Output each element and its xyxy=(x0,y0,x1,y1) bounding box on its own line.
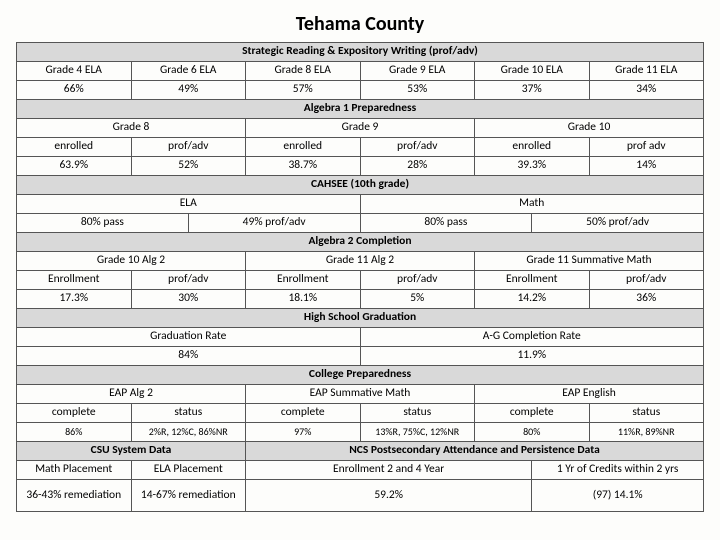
col-header: Grade 9 xyxy=(246,119,475,138)
cell: 39.3% xyxy=(475,157,590,176)
sub-header: prof adv xyxy=(589,138,704,157)
section-reading: Strategic Reading & Expository Writing (… xyxy=(17,43,704,62)
cell: 59.2% xyxy=(246,480,532,512)
sub-header: complete xyxy=(17,404,132,423)
cell: 11%R, 89%NR xyxy=(589,423,704,442)
cell: 84% xyxy=(17,347,361,366)
cell: 53% xyxy=(360,81,475,100)
sub-header: enrolled xyxy=(246,138,361,157)
col-header: Grade 10 xyxy=(475,119,704,138)
col-header: Grade 8 ELA xyxy=(246,62,361,81)
sub-header: complete xyxy=(475,404,590,423)
cell: 80% pass xyxy=(17,214,189,233)
section-college: College Preparedness xyxy=(17,366,704,385)
cell: 52% xyxy=(131,157,246,176)
cell: 66% xyxy=(17,81,132,100)
col-header: Grade 9 ELA xyxy=(360,62,475,81)
col-header: EAP Alg 2 xyxy=(17,385,246,404)
col-header: Grade 11 Alg 2 xyxy=(246,252,475,271)
col-header: ELA Placement xyxy=(131,461,246,480)
cell: (97) 14.1% xyxy=(532,480,704,512)
cell: 34% xyxy=(589,81,704,100)
cell: 49% prof/adv xyxy=(188,214,360,233)
page-title: Tehama County xyxy=(16,12,704,36)
col-header: 1 Yr of Credits within 2 yrs xyxy=(532,461,704,480)
section-alg2: Algebra 2 Completion xyxy=(17,233,704,252)
col-header: Grade 10 Alg 2 xyxy=(17,252,246,271)
sub-header: enrolled xyxy=(17,138,132,157)
sub-header: complete xyxy=(246,404,361,423)
sub-header: Enrollment xyxy=(246,271,361,290)
col-header: Math Placement xyxy=(17,461,132,480)
cell: 36-43% remediation xyxy=(17,480,132,512)
cell: 5% xyxy=(360,290,475,309)
col-header: Grade 11 ELA xyxy=(589,62,704,81)
cell: 14-67% remediation xyxy=(131,480,246,512)
sub-header: prof/adv xyxy=(360,271,475,290)
col-header: EAP Summative Math xyxy=(246,385,475,404)
col-header: Grade 6 ELA xyxy=(131,62,246,81)
sub-header: prof/adv xyxy=(131,271,246,290)
col-header: Grade 8 xyxy=(17,119,246,138)
cell: 63.9% xyxy=(17,157,132,176)
col-header: ELA xyxy=(17,195,361,214)
cell: 37% xyxy=(475,81,590,100)
col-header: Graduation Rate xyxy=(17,328,361,347)
section-alg1: Algebra 1 Preparedness xyxy=(17,100,704,119)
section-ncs: NCS Postsecondary Attendance and Persist… xyxy=(246,442,704,461)
cell: 36% xyxy=(589,290,704,309)
sub-header: prof/adv xyxy=(360,138,475,157)
col-header: Math xyxy=(360,195,704,214)
cell: 28% xyxy=(360,157,475,176)
data-table: Strategic Reading & Expository Writing (… xyxy=(16,42,704,512)
cell: 14.2% xyxy=(475,290,590,309)
cell: 97% xyxy=(246,423,361,442)
cell: 18.1% xyxy=(246,290,361,309)
col-header: Grade 4 ELA xyxy=(17,62,132,81)
sub-header: prof/adv xyxy=(131,138,246,157)
section-csu: CSU System Data xyxy=(17,442,246,461)
cell: 80% xyxy=(475,423,590,442)
cell: 49% xyxy=(131,81,246,100)
col-header: Enrollment 2 and 4 Year xyxy=(246,461,532,480)
cell: 11.9% xyxy=(360,347,704,366)
cell: 17.3% xyxy=(17,290,132,309)
sub-header: status xyxy=(131,404,246,423)
cell: 38.7% xyxy=(246,157,361,176)
sub-header: status xyxy=(360,404,475,423)
cell: 13%R, 75%C, 12%NR xyxy=(360,423,475,442)
col-header: Grade 11 Summative Math xyxy=(475,252,704,271)
col-header: A-G Completion Rate xyxy=(360,328,704,347)
cell: 30% xyxy=(131,290,246,309)
cell: 14% xyxy=(589,157,704,176)
cell: 86% xyxy=(17,423,132,442)
col-header: Grade 10 ELA xyxy=(475,62,590,81)
cell: 2%R, 12%C, 86%NR xyxy=(131,423,246,442)
section-grad: High School Graduation xyxy=(17,309,704,328)
cell: 57% xyxy=(246,81,361,100)
sub-header: enrolled xyxy=(475,138,590,157)
sub-header: Enrollment xyxy=(475,271,590,290)
section-cahsee: CAHSEE (10th grade) xyxy=(17,176,704,195)
sub-header: Enrollment xyxy=(17,271,132,290)
cell: 80% pass xyxy=(360,214,532,233)
sub-header: status xyxy=(589,404,704,423)
cell: 50% prof/adv xyxy=(532,214,704,233)
col-header: EAP English xyxy=(475,385,704,404)
sub-header: prof/adv xyxy=(589,271,704,290)
